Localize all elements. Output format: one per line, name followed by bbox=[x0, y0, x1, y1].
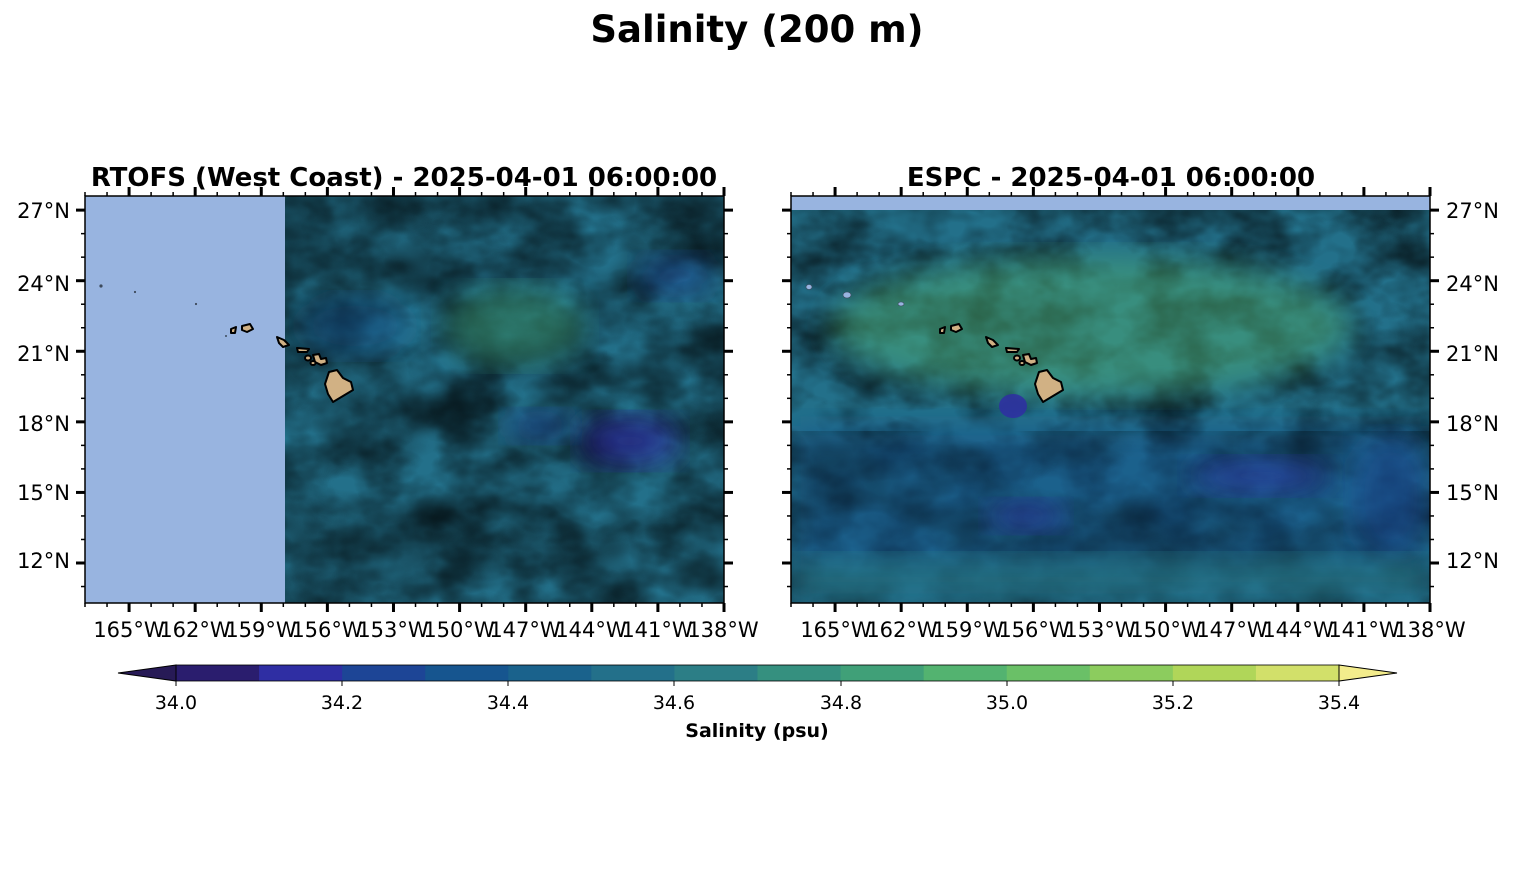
rtofs-lon-label: 156°W bbox=[291, 618, 363, 642]
rtofs-island-lanai bbox=[304, 354, 312, 362]
espc-lat-label: 27°N bbox=[1446, 199, 1499, 223]
espc-lon-label: 138°W bbox=[1394, 618, 1466, 642]
colorbar-tick-label: 35.2 bbox=[1152, 692, 1194, 714]
espc-island-kahoolawe bbox=[1018, 360, 1026, 366]
colorbar-segment bbox=[176, 665, 260, 681]
rtofs-lat-label: 15°N bbox=[17, 481, 70, 505]
espc-lon-label: 156°W bbox=[998, 618, 1070, 642]
rtofs-lon-label: 141°W bbox=[621, 618, 693, 642]
colorbar-segment bbox=[757, 665, 842, 681]
panel-espc-title: ESPC - 2025-04-01 06:00:00 bbox=[907, 163, 1315, 193]
rtofs-hawaiian-islands bbox=[230, 323, 354, 403]
colorbar-extend-low bbox=[117, 664, 177, 682]
espc-lat-label: 21°N bbox=[1446, 342, 1499, 366]
espc-hawaiian-islands bbox=[939, 323, 1064, 403]
colorbar-extend-high bbox=[1338, 664, 1398, 682]
espc-lat-label: 24°N bbox=[1446, 272, 1499, 296]
espc-lon-label: 159°W bbox=[932, 618, 1004, 642]
panel-rtofs-title: RTOFS (West Coast) - 2025-04-01 06:00:00 bbox=[91, 163, 717, 193]
rtofs-island-molokai bbox=[296, 347, 310, 353]
colorbar: 34.0 34.2 34.4 34.6 34.8 35.0 35.2 35.4 … bbox=[117, 664, 1398, 742]
espc-lon-label: 141°W bbox=[1328, 618, 1400, 642]
rtofs-lon-label: 165°W bbox=[93, 618, 165, 642]
rtofs-lat-label: 24°N bbox=[17, 272, 70, 296]
rtofs-island-niihau bbox=[230, 326, 237, 334]
colorbar-segment bbox=[259, 665, 343, 681]
rtofs-island-kauai bbox=[241, 323, 254, 333]
rtofs-lon-label: 147°W bbox=[489, 618, 561, 642]
rtofs-lon-labels: 165°W 162°W 159°W 156°W 153°W 150°W 147°… bbox=[93, 618, 759, 642]
espc-ticks bbox=[782, 187, 1439, 612]
espc-lat-label: 15°N bbox=[1446, 481, 1499, 505]
colorbar-segments bbox=[176, 665, 1340, 681]
colorbar-tick-labels: 34.0 34.2 34.4 34.6 34.8 35.0 35.2 35.4 bbox=[155, 692, 1360, 714]
colorbar-tick-label: 34.2 bbox=[321, 692, 363, 714]
espc-island-hawaii bbox=[1034, 369, 1064, 403]
colorbar-tick-label: 35.4 bbox=[1318, 692, 1360, 714]
rtofs-island-kahoolawe bbox=[309, 360, 317, 366]
rtofs-lat-label: 27°N bbox=[17, 199, 70, 223]
rtofs-lat-label: 12°N bbox=[17, 549, 70, 573]
espc-salinity-field bbox=[791, 196, 1430, 603]
espc-lon-label: 150°W bbox=[1130, 618, 1202, 642]
espc-island-oahu bbox=[985, 336, 999, 348]
colorbar-segment bbox=[425, 665, 509, 681]
rtofs-ticks bbox=[76, 187, 733, 612]
rtofs-lon-label: 150°W bbox=[423, 618, 495, 642]
rtofs-lon-label: 138°W bbox=[687, 618, 759, 642]
espc-lon-labels: 165°W 162°W 159°W 156°W 153°W 150°W 147°… bbox=[800, 618, 1466, 642]
espc-island-kauai bbox=[950, 323, 963, 333]
colorbar-segment bbox=[840, 665, 925, 681]
rtofs-salinity-field bbox=[285, 196, 724, 603]
espc-island-molokai bbox=[1005, 347, 1020, 353]
colorbar-label: Salinity (psu) bbox=[685, 720, 828, 742]
colorbar-tick-label: 34.8 bbox=[820, 692, 862, 714]
rtofs-lat-label: 18°N bbox=[17, 412, 70, 436]
rtofs-lon-label: 162°W bbox=[159, 618, 231, 642]
espc-island-niihau bbox=[939, 326, 946, 334]
espc-no-data-strip bbox=[791, 196, 1430, 210]
rtofs-nw-islets bbox=[99, 284, 227, 337]
espc-nw-islets bbox=[805, 284, 905, 307]
colorbar-segment bbox=[923, 665, 1008, 681]
colorbar-segment bbox=[508, 665, 592, 681]
espc-lat-label: 18°N bbox=[1446, 412, 1499, 436]
colorbar-tick-label: 34.0 bbox=[155, 692, 197, 714]
colorbar-tick-marks bbox=[175, 681, 1340, 686]
espc-lon-label: 153°W bbox=[1064, 618, 1136, 642]
rtofs-lat-labels: 27°N 24°N 21°N 18°N 15°N 12°N bbox=[17, 199, 70, 573]
espc-map-area bbox=[791, 196, 1430, 603]
colorbar-tick-label: 35.0 bbox=[986, 692, 1028, 714]
colorbar-segment bbox=[1006, 665, 1091, 681]
colorbar-tick-label: 34.6 bbox=[653, 692, 695, 714]
colorbar-segment bbox=[1255, 665, 1340, 681]
colorbar-segment bbox=[342, 665, 426, 681]
espc-lon-label: 147°W bbox=[1196, 618, 1268, 642]
espc-lon-label: 165°W bbox=[800, 618, 872, 642]
colorbar-frame bbox=[175, 664, 1340, 682]
espc-island-maui bbox=[1022, 353, 1038, 366]
espc-lat-label: 12°N bbox=[1446, 549, 1499, 573]
rtofs-island-hawaii bbox=[324, 369, 354, 403]
rtofs-lon-label: 159°W bbox=[225, 618, 297, 642]
panel-espc: ESPC - 2025-04-01 06:00:00 bbox=[782, 163, 1499, 642]
espc-lon-label: 144°W bbox=[1262, 618, 1334, 642]
colorbar-segment bbox=[1172, 665, 1257, 681]
espc-lat-labels: 27°N 24°N 21°N 18°N 15°N 12°N bbox=[1446, 199, 1499, 573]
espc-lon-label: 162°W bbox=[866, 618, 938, 642]
colorbar-tick-label: 34.4 bbox=[487, 692, 529, 714]
panel-rtofs: RTOFS (West Coast) - 2025-04-01 06:00:00 bbox=[17, 163, 759, 642]
colorbar-segment bbox=[674, 665, 759, 681]
rtofs-lon-label: 153°W bbox=[357, 618, 429, 642]
rtofs-lat-label: 21°N bbox=[17, 342, 70, 366]
espc-island-lanai bbox=[1013, 354, 1021, 362]
rtofs-map-area bbox=[85, 196, 724, 603]
colorbar-segment bbox=[591, 665, 676, 681]
rtofs-island-oahu bbox=[276, 336, 290, 348]
figure-title: Salinity (200 m) bbox=[590, 8, 923, 51]
colorbar-segment bbox=[1089, 665, 1174, 681]
rtofs-lon-label: 144°W bbox=[555, 618, 627, 642]
